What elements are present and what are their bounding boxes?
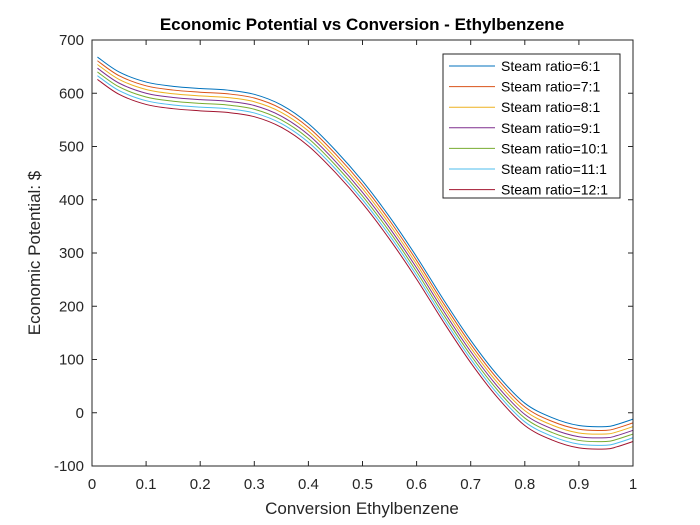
y-tick-label: -100 <box>54 458 84 475</box>
chart-title: Economic Potential vs Conversion - Ethyl… <box>160 15 564 34</box>
x-tick-label: 0.8 <box>514 476 535 493</box>
x-tick-label: 0.3 <box>244 476 265 493</box>
series-line-1 <box>97 56 634 428</box>
y-tick-label: 200 <box>59 298 84 315</box>
series-line-4 <box>97 67 634 439</box>
x-tick-label: 0.5 <box>352 476 373 493</box>
series-line-3 <box>97 64 634 435</box>
series-line-5 <box>97 71 634 443</box>
legend-label-5: Steam ratio=10:1 <box>501 140 608 156</box>
legend-items: Steam ratio=6:1 Steam ratio=7:1 Steam rati… <box>449 58 608 198</box>
y-tick-label: 700 <box>59 32 84 49</box>
y-axis-title: Economic Potential: $ <box>25 170 44 335</box>
legend-label-7: Steam ratio=12:1 <box>501 182 608 198</box>
x-tick-label: 0.2 <box>190 476 211 493</box>
y-tick-label: 0 <box>76 405 84 422</box>
x-tick-label: 0.9 <box>568 476 589 493</box>
series-layer <box>97 56 634 450</box>
series-line-7 <box>97 78 634 450</box>
y-axis: -100 0 100 200 300 400 500 600 700 <box>54 32 633 475</box>
legend-box <box>442 53 621 199</box>
x-axis-title: Conversion Ethylbenzene <box>265 499 459 518</box>
x-tick-label: 1 <box>629 476 637 493</box>
series-line-2 <box>97 60 634 431</box>
y-tick-label: 600 <box>59 85 84 102</box>
legend-label-4: Steam ratio=9:1 <box>501 120 600 136</box>
legend-label-6: Steam ratio=11:1 <box>501 161 607 177</box>
x-tick-label: 0.1 <box>136 476 157 493</box>
x-tick-label: 0.4 <box>298 476 319 493</box>
x-axis: 0 0.1 0.2 0.3 0.4 0.5 0.6 0.7 0.8 0.9 1 <box>88 40 637 493</box>
x-tick-label: 0.7 <box>460 476 481 493</box>
y-tick-label: 500 <box>59 139 84 156</box>
y-tick-label: 300 <box>59 245 84 262</box>
y-tick-label: 400 <box>59 192 84 209</box>
x-tick-label: 0.6 <box>406 476 427 493</box>
legend-label-2: Steam ratio=7:1 <box>501 79 600 95</box>
legend-label-1: Steam ratio=6:1 <box>501 58 600 74</box>
legend: Steam ratio=6:1 Steam ratio=7:1 Steam rati… <box>442 53 621 199</box>
x-tick-label: 0 <box>88 476 96 493</box>
legend-label-3: Steam ratio=8:1 <box>501 99 600 115</box>
series-line-6 <box>97 75 634 446</box>
y-tick-label: 100 <box>59 352 84 369</box>
